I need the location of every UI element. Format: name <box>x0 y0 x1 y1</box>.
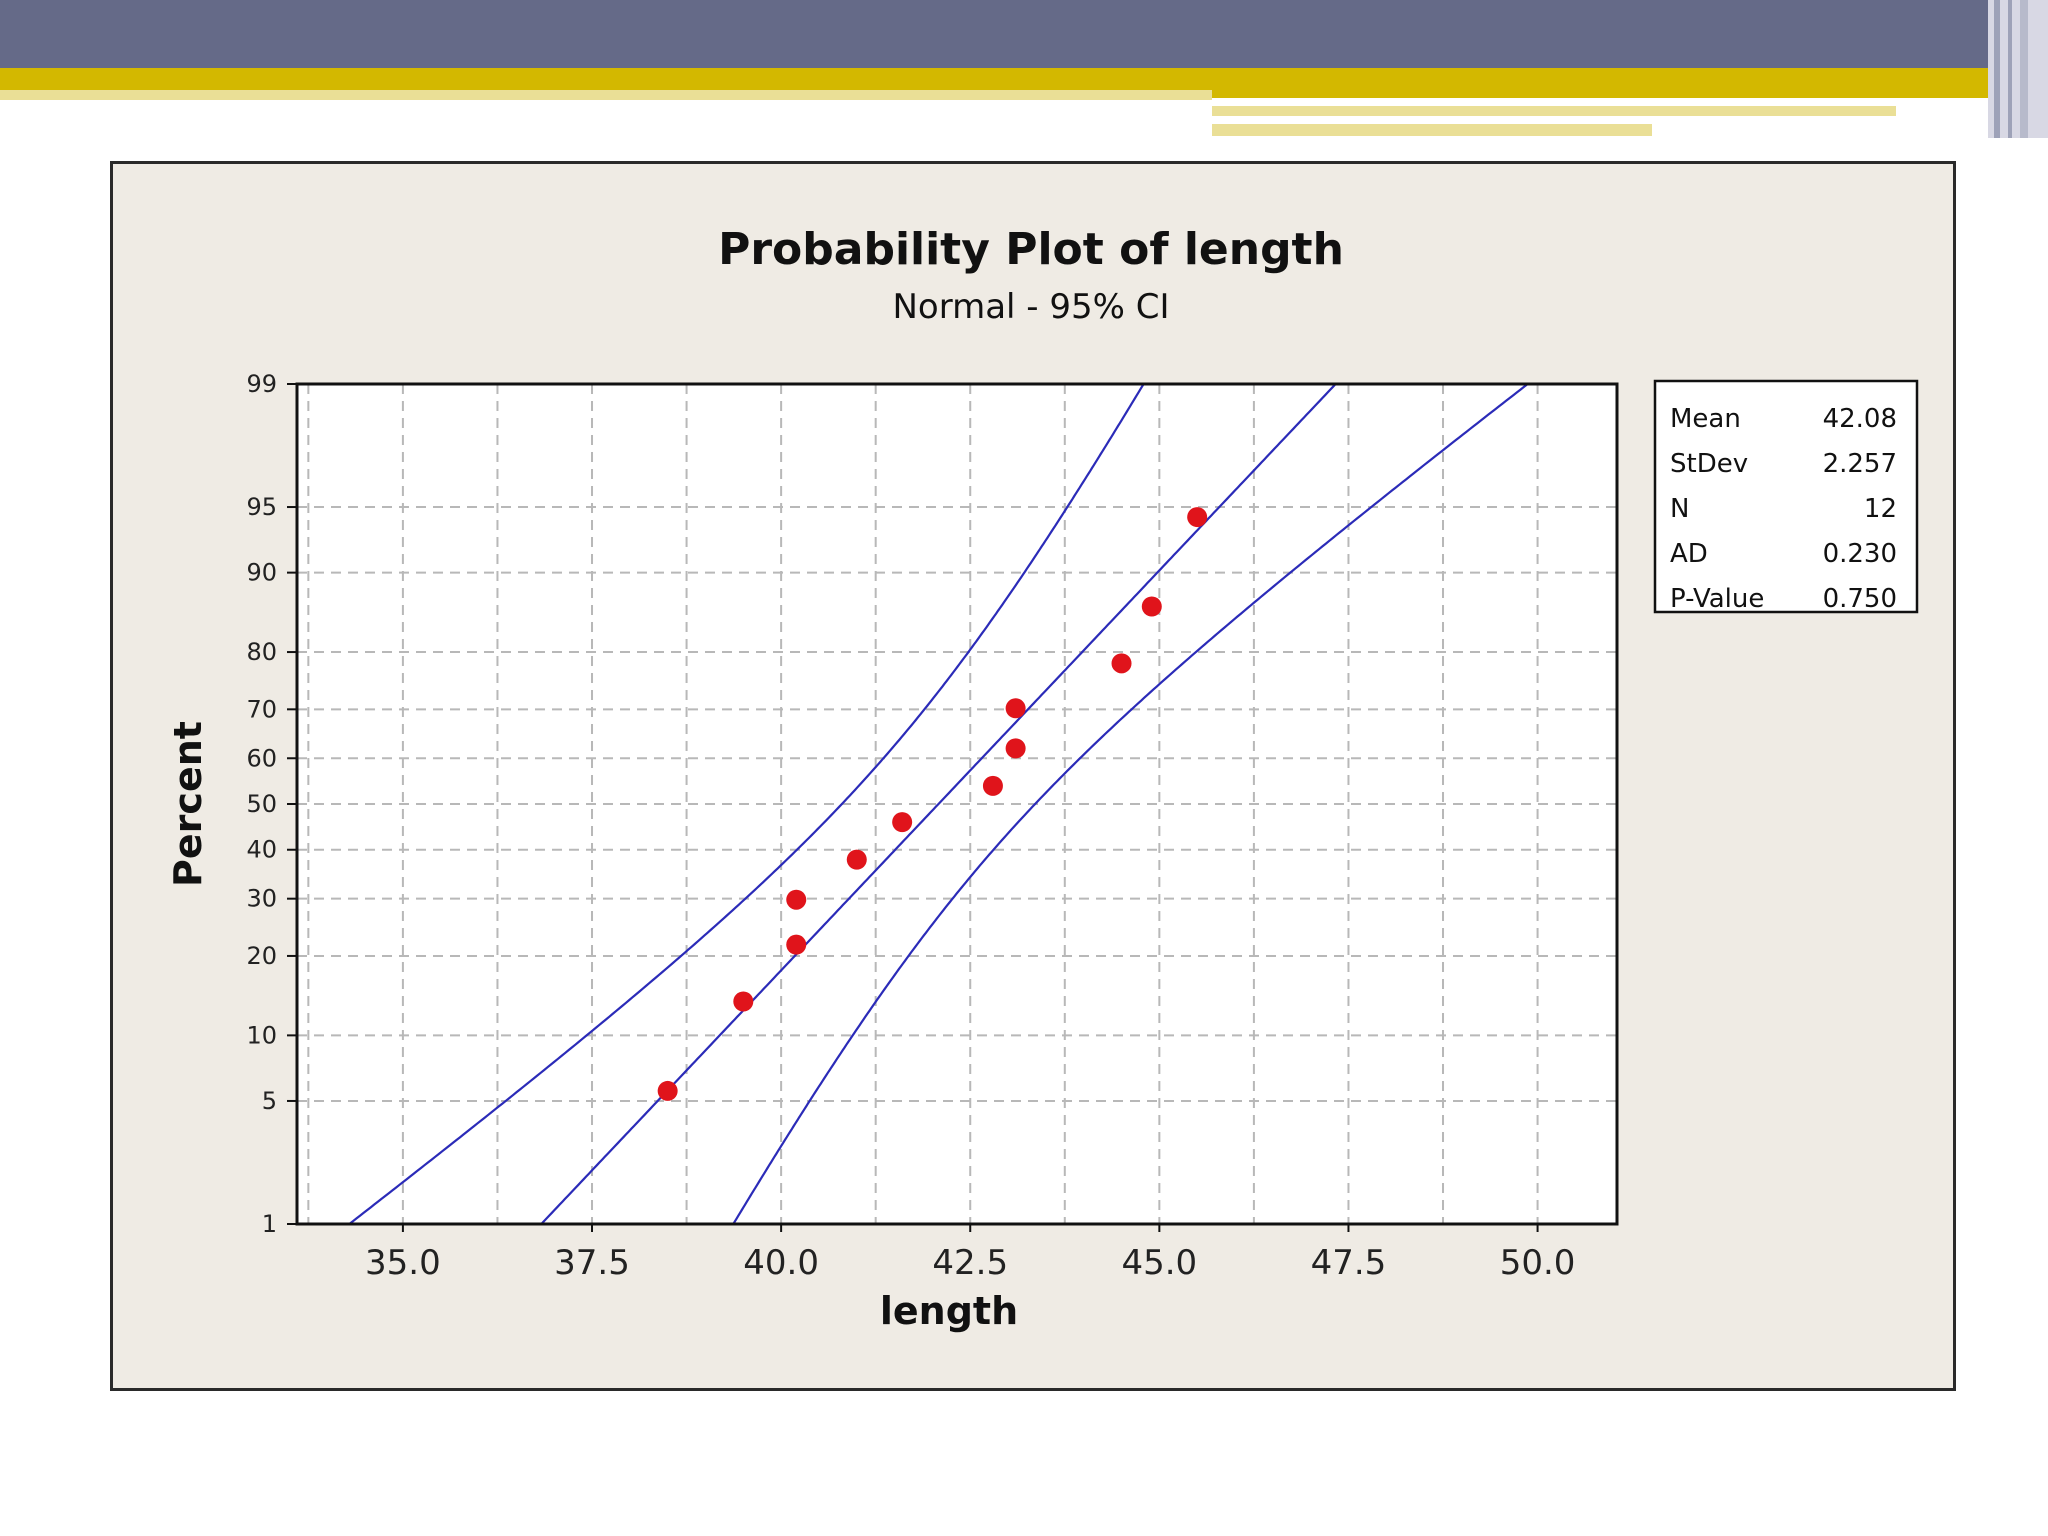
y-tick-label: 70 <box>246 695 277 723</box>
slide-header <box>0 0 2048 138</box>
stat-label: AD <box>1670 539 1708 569</box>
header-corner-line-1 <box>1994 0 2000 138</box>
y-tick-label: 1 <box>262 1210 277 1238</box>
x-tick-label: 35.0 <box>365 1243 441 1283</box>
y-tick-label: 90 <box>246 559 277 587</box>
y-tick-label: 40 <box>246 836 277 864</box>
data-point <box>1141 596 1162 617</box>
y-tick-label: 95 <box>246 493 277 521</box>
y-axis-title: Percent <box>166 721 210 887</box>
stat-value: 42.08 <box>1823 404 1897 434</box>
data-point <box>1005 738 1026 759</box>
stat-label: StDev <box>1670 449 1748 479</box>
header-underline-accent <box>1212 106 1896 116</box>
probability-plot-chart: Probability Plot of length Normal - 95% … <box>166 224 1919 1333</box>
ci-lower-band <box>348 383 1145 1225</box>
y-tick-label: 80 <box>246 638 277 666</box>
chart-panel: Probability Plot of length Normal - 95% … <box>110 161 1956 1391</box>
y-axis-ticks: 1 5 10 20 30 40 50 60 70 80 90 95 99 <box>246 370 297 1238</box>
data-point <box>657 1080 678 1101</box>
data-point <box>733 991 754 1012</box>
data-point <box>982 775 1003 796</box>
plot-area <box>297 384 1617 1224</box>
stat-label: P-Value <box>1670 584 1764 614</box>
x-tick-label: 37.5 <box>554 1243 630 1283</box>
y-tick-label: 30 <box>246 885 277 913</box>
x-tick-label: 42.5 <box>932 1243 1008 1283</box>
x-tick-label: 47.5 <box>1311 1243 1387 1283</box>
stats-legend: Mean 42.08 StDev 2.257 N 12 AD 0.230 P-Value 0.75… <box>1653 379 1919 614</box>
y-tick-label: 5 <box>262 1087 277 1115</box>
data-point <box>786 934 807 955</box>
data-point <box>846 849 867 870</box>
x-tick-label: 50.0 <box>1500 1243 1576 1283</box>
data-point <box>1111 653 1132 674</box>
stats-legend-rows: Mean 42.08 StDev 2.257 N 12 AD 0.230 P-Value 0.75… <box>1670 404 1897 614</box>
header-corner-line-3 <box>2020 0 2028 138</box>
stat-label: N <box>1670 494 1689 524</box>
header-underline-accent-2 <box>1212 124 1652 136</box>
header-corner-line-2 <box>2008 0 2012 138</box>
stat-value: 0.230 <box>1823 539 1897 569</box>
stats-legend-box <box>1653 379 1919 614</box>
x-axis-ticks: 35.0 37.5 40.0 42.5 45.0 47.5 50.0 <box>365 1224 1575 1283</box>
stat-value: 2.257 <box>1823 449 1897 479</box>
data-point <box>1005 698 1026 719</box>
data-points <box>657 507 1208 1101</box>
chart-subtitle: Normal - 95% CI <box>892 287 1169 327</box>
y-tick-label: 60 <box>246 744 277 772</box>
y-tick-label: 20 <box>246 942 277 970</box>
header-accent-light-stripe <box>0 90 1212 100</box>
x-tick-label: 40.0 <box>743 1243 819 1283</box>
stat-value: 0.750 <box>1823 584 1897 614</box>
header-bar <box>0 0 2048 68</box>
data-point <box>1187 507 1208 528</box>
x-tick-label: 45.0 <box>1121 1243 1197 1283</box>
stat-value: 12 <box>1864 494 1897 524</box>
x-axis-title: length <box>880 1289 1018 1333</box>
y-tick-label: 99 <box>246 370 277 398</box>
data-point <box>892 812 913 833</box>
gridlines <box>297 384 1617 1224</box>
chart-title: Probability Plot of length <box>718 224 1344 275</box>
data-point <box>786 889 807 910</box>
y-tick-label: 10 <box>246 1021 277 1049</box>
stat-label: Mean <box>1670 404 1741 434</box>
y-tick-label: 50 <box>246 790 277 818</box>
ci-upper-band <box>732 383 1529 1225</box>
